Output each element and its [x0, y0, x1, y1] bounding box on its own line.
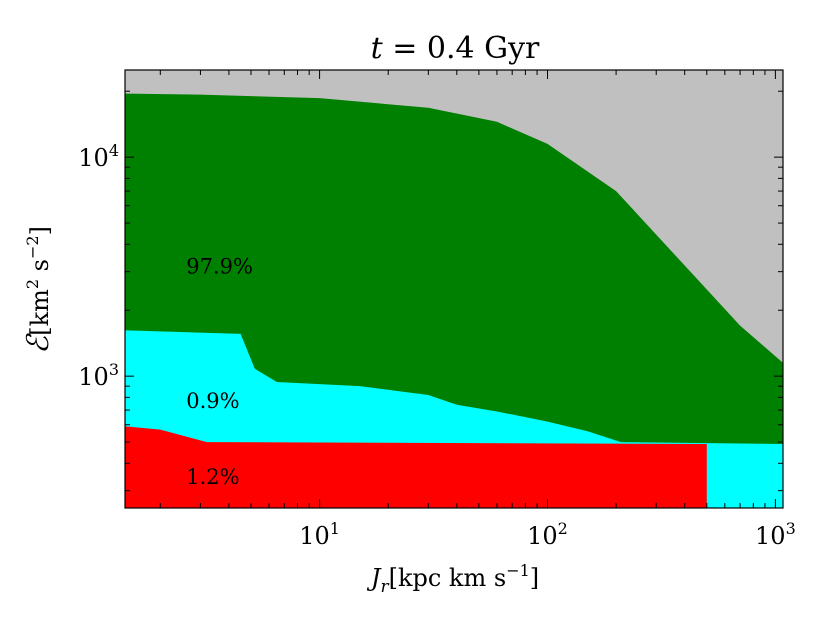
region-label-cyan: 0.9%: [186, 389, 239, 413]
region-label-green: 97.9%: [186, 255, 253, 279]
region-red: [125, 426, 707, 508]
chart-title: t = 0.4 Gyr: [371, 31, 540, 66]
axis-ticks: [125, 70, 783, 508]
x-tick-label-1000: 103: [755, 519, 796, 550]
y-axis-label: ℰ[km2 s−2]: [21, 226, 56, 354]
axes-frame: [124, 69, 784, 509]
y-tick-label-10000: 104: [78, 141, 119, 172]
plot-regions: [125, 70, 783, 508]
x-tick-label-10: 101: [299, 519, 340, 550]
x-tick-label-100: 102: [527, 519, 568, 550]
region-label-red: 1.2%: [186, 465, 239, 489]
y-tick-label-1000: 103: [78, 360, 119, 391]
